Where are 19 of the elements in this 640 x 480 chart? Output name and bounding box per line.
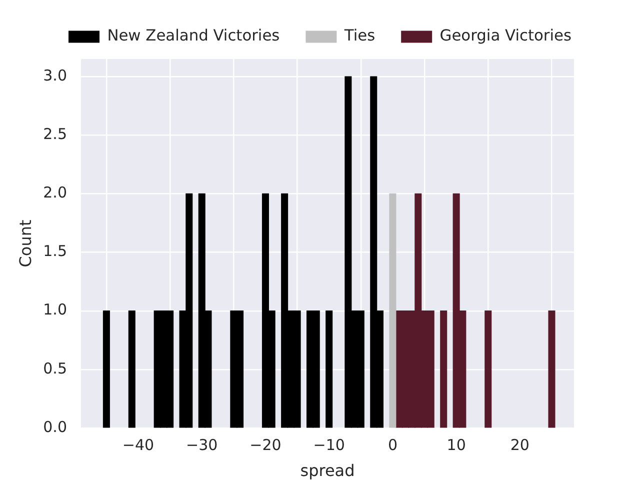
y-tick-label: 2.0 — [43, 184, 67, 202]
x-tick-label: −20 — [250, 436, 282, 454]
y-tick-label: 1.5 — [43, 242, 67, 260]
x-tick-label: −40 — [122, 436, 154, 454]
y-tick-label: 1.0 — [43, 300, 67, 319]
x-tick-label: 20 — [510, 436, 530, 454]
y-tick-label: 2.5 — [43, 125, 67, 144]
legend-label: Ties — [343, 26, 376, 45]
x-tick-label: −10 — [313, 436, 345, 454]
y-tick-label: 0.0 — [43, 418, 67, 436]
x-tick-label: −30 — [186, 436, 218, 454]
legend-label: Georgia Victories — [440, 26, 572, 45]
x-tick-label: 10 — [446, 436, 466, 454]
legend-label: New Zealand Victories — [107, 26, 280, 45]
x-axis-title: spread — [300, 461, 355, 480]
y-axis-title: Count — [16, 220, 36, 268]
x-tick-label: 0 — [388, 436, 398, 454]
y-tick-label: 0.5 — [43, 359, 67, 378]
y-tick-label: 3.0 — [43, 66, 67, 84]
